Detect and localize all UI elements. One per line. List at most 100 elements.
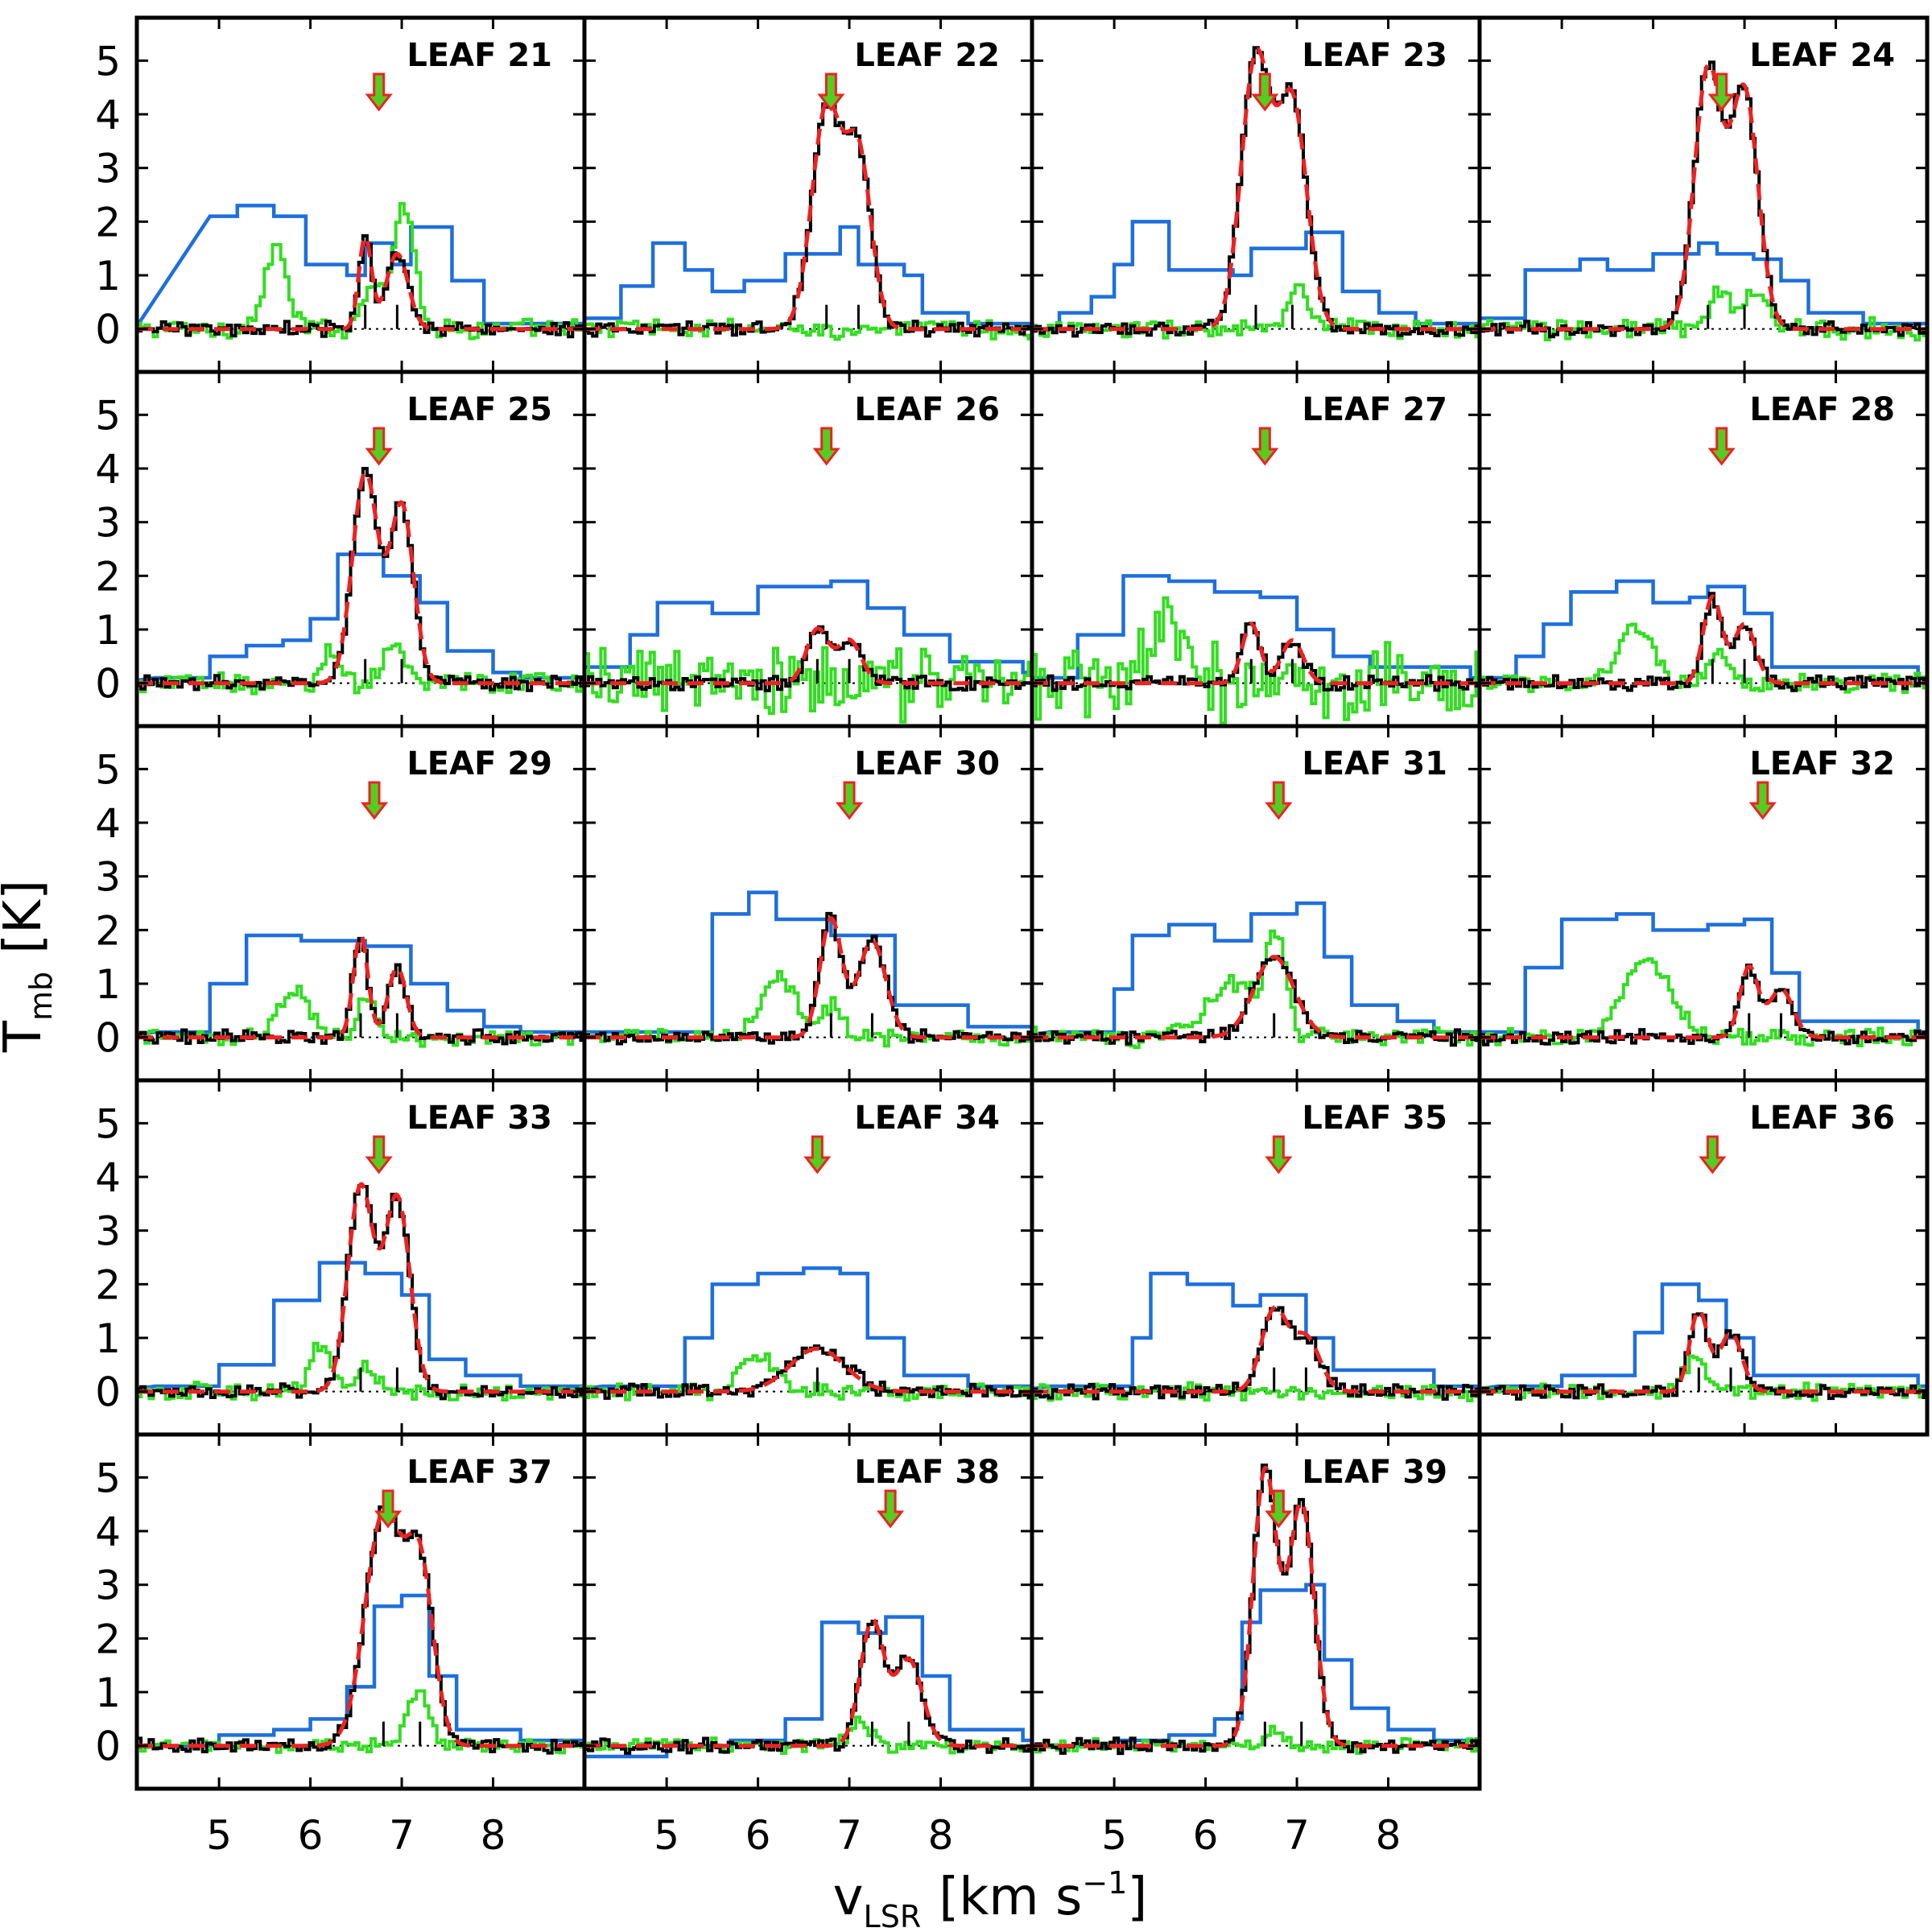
blue-spectrum [1480,579,1927,681]
y-tick-label: 0 [95,1369,121,1416]
fit-curve [584,625,1032,686]
leaf-label: LEAF 25 [407,391,552,428]
leaf-label: LEAF 23 [1302,37,1447,74]
velocity-arrow [817,72,845,112]
y-tick-label: 3 [95,146,121,192]
panel-leaf-37: LEAF 37 0 1 2 3 4 5 5 6 7 8 [95,1432,587,1859]
y-tick-label: 2 [95,553,121,600]
black-spectrum [1480,964,1927,1046]
y-axis-label-sub: mb [23,972,59,1021]
panel-plot-area [1480,912,1927,1048]
x-tick-label: 7 [836,1812,862,1859]
leaf-label: LEAF 28 [1749,391,1895,428]
velocity-arrow [1251,72,1279,112]
velocity-arrow [360,781,389,820]
blue-spectrum [584,890,1032,1035]
y-tick-label: 1 [95,253,121,299]
blue-spectrum [584,1615,1032,1759]
green-spectrum [584,646,1032,724]
leaf-label: LEAF 24 [1749,37,1895,74]
y-tick-label: 3 [95,500,121,547]
black-spectrum [584,102,1032,338]
green-spectrum [1480,957,1927,1048]
x-tick-label: 6 [1193,1812,1219,1859]
panel-leaf-36: LEAF 36 [1477,1078,1930,1437]
leaf-label: LEAF 27 [1302,391,1447,428]
x-axis-units-sup: −1 [1082,1865,1127,1901]
blue-spectrum [137,552,584,683]
blue-spectrum [137,204,584,328]
x-tick-label: 8 [1376,1812,1402,1859]
panel-leaf-31: LEAF 31 [1030,724,1482,1083]
blue-spectrum [1032,574,1480,681]
fit-curve [1032,47,1480,332]
green-spectrum [1032,929,1480,1050]
panel-plot-area [1032,1463,1480,1756]
black-spectrum [1032,1463,1480,1756]
green-spectrum [1032,596,1480,725]
fit-curve [584,1617,1032,1748]
leaf-label: LEAF 30 [854,745,1000,782]
panel-plot-area [584,579,1032,724]
y-tick-label: 1 [95,1670,121,1716]
x-axis-label-sub: LSR [864,1899,922,1932]
panel-plot-area [137,201,584,341]
panel-plot-area [137,1182,584,1402]
y-tick-label: 3 [95,1208,121,1255]
panel-frame [1477,1078,1930,1437]
blue-spectrum [1032,901,1480,1037]
panel-leaf-39: LEAF 39 5 6 7 8 [1030,1432,1482,1859]
panel-plot-area [1480,579,1927,694]
leaf-label: LEAF 26 [854,391,1000,428]
y-tick-label: 2 [95,1261,121,1308]
blue-spectrum [1480,1282,1927,1391]
panel-leaf-34: LEAF 34 [582,1078,1034,1437]
panel-leaf-38: LEAF 38 5 6 7 8 [582,1432,1034,1859]
x-tick-label: 6 [745,1812,771,1859]
leaf-label: LEAF 39 [1302,1454,1447,1491]
blue-spectrum [1032,1583,1480,1748]
panel-leaf-25: LEAF 25 0 1 2 3 4 5 [95,369,587,729]
y-tick-label: 0 [95,661,121,708]
leaf-label: LEAF 31 [1302,745,1447,782]
panel-leaf-32: LEAF 32 [1477,724,1930,1083]
y-tick-label: 1 [95,1315,121,1362]
y-tick-label: 4 [95,1154,121,1201]
velocity-arrow [1265,1489,1293,1529]
panel-leaf-24: LEAF 24 [1477,15,1930,374]
x-tick-label: 6 [298,1812,324,1859]
fit-curve [137,233,584,332]
panel-plot-area [584,890,1032,1048]
velocity-arrow [1265,1135,1293,1174]
velocity-arrow [1748,781,1777,820]
leaf-label: LEAF 22 [854,37,1000,74]
y-tick-label: 0 [95,307,121,353]
x-tick-label: 5 [206,1812,232,1859]
fit-curve [137,470,584,686]
y-tick-label: 5 [95,392,121,439]
panel-leaf-23: LEAF 23 [1030,15,1482,374]
panel-plot-area [1032,901,1480,1050]
x-tick-label: 7 [389,1812,415,1859]
panel-leaf-30: LEAF 30 [582,724,1034,1083]
fit-curve [137,1507,584,1748]
y-tick-label: 0 [95,1724,121,1770]
x-tick-label: 8 [928,1812,954,1859]
blue-spectrum [137,1593,584,1748]
x-tick-label: 5 [654,1812,679,1859]
black-spectrum [137,466,584,692]
y-tick-label: 0 [95,1015,121,1062]
leaf-label: LEAF 29 [407,745,552,782]
x-axis-title: vLSR [km s−1] [833,1865,1148,1932]
blue-spectrum [584,579,1032,681]
y-tick-label: 5 [95,1100,121,1147]
blue-spectrum [1032,1271,1480,1391]
panel-plot-area [1032,46,1480,341]
velocity-arrow [365,72,393,112]
fit-curve [1032,621,1480,686]
panel-plot-area [1032,574,1480,725]
panel-grid: LEAF 21 0 1 2 3 4 5 LEAF 22 LEAF 23 LEAF 24 LEAF 2… [95,15,1930,1859]
panel-plot-area [584,97,1032,341]
black-spectrum [1032,46,1480,338]
